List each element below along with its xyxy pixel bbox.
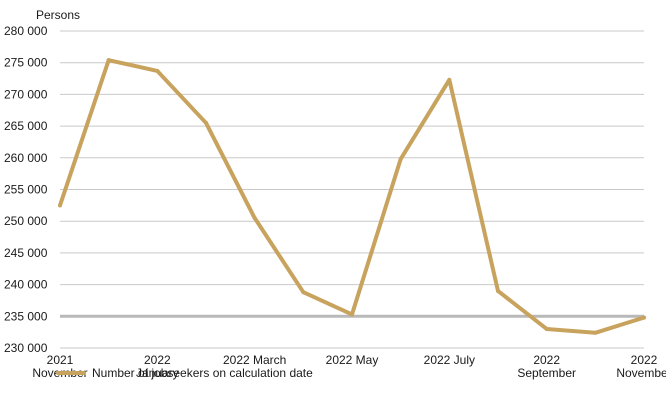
x-tick-label: 2022	[631, 353, 658, 367]
x-tick-label: 2022 March	[223, 353, 286, 367]
y-tick-label: 275 000	[4, 56, 48, 70]
data-point	[398, 157, 403, 162]
x-tick-label: 2021	[47, 353, 74, 367]
legend: Number of jobseekers on calculation date	[56, 366, 313, 380]
y-tick-label: 250 000	[4, 214, 48, 228]
y-tick-label: 235 000	[4, 309, 48, 323]
data-point	[496, 288, 500, 293]
x-tick-label: 2022 July	[424, 353, 475, 367]
y-tick-label: 240 000	[4, 278, 48, 292]
y-tick-label: 245 000	[4, 246, 48, 260]
data-point	[447, 77, 452, 82]
x-tick-label: 2022 May	[326, 353, 379, 367]
data-point	[58, 203, 62, 208]
y-tick-label: 260 000	[4, 151, 48, 165]
data-point	[544, 326, 549, 331]
data-point	[593, 330, 598, 335]
data-point	[350, 312, 354, 317]
data-point	[301, 290, 306, 295]
data-point	[252, 216, 257, 221]
legend-label: Number of jobseekers on calculation date	[92, 366, 313, 380]
y-tick-label: 280 000	[4, 24, 48, 38]
data-point	[204, 120, 208, 125]
x-tick-label: January	[136, 366, 179, 380]
data-point	[106, 58, 111, 63]
y-tick-label: 270 000	[4, 87, 48, 101]
x-tick-label: 2022	[144, 353, 171, 367]
x-tick-label: September	[517, 366, 576, 380]
data-point	[642, 315, 646, 320]
legend-swatch	[56, 371, 86, 375]
data-point	[155, 68, 160, 73]
series-line	[58, 58, 646, 335]
x-tick-label: 2022	[533, 353, 560, 367]
y-tick-label: 265 000	[4, 119, 48, 133]
y-tick-label: 255 000	[4, 183, 48, 197]
y-tick-label: 230 000	[4, 341, 48, 355]
y-axis-title: Persons	[36, 8, 80, 22]
x-tick-label: November	[616, 366, 666, 380]
